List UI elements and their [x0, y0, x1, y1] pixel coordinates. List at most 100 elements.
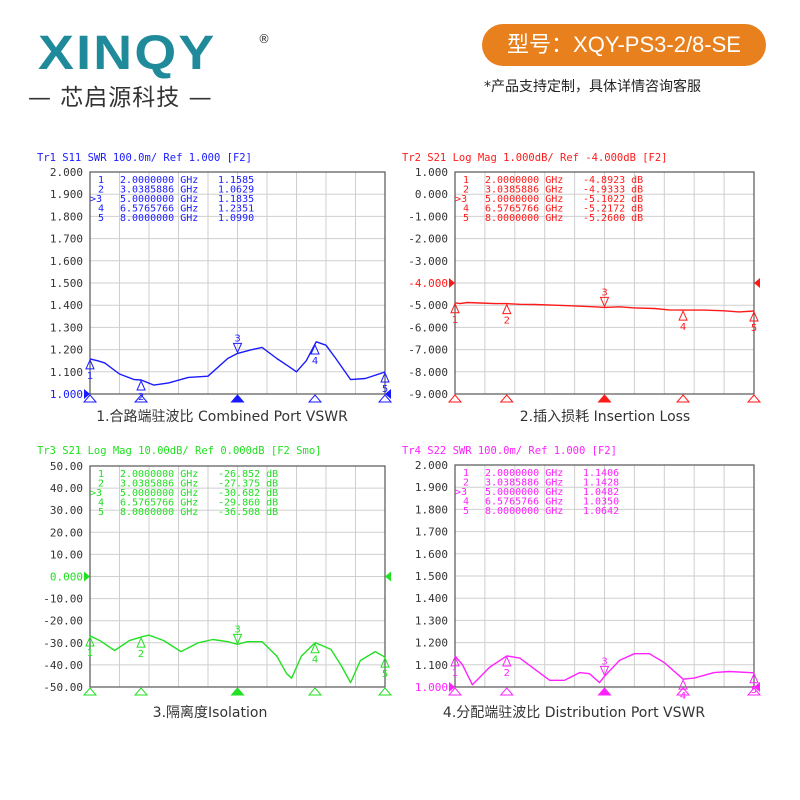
- trace-line: [454, 653, 755, 686]
- y-tick-label: 1.000: [415, 681, 448, 694]
- axis-marker-triangle-icon: [447, 687, 463, 696]
- y-tick-label: 1.000: [415, 166, 448, 179]
- marker-table-id: 2: [463, 185, 469, 196]
- axis-marker-triangle-icon: [499, 394, 514, 403]
- marker-table-frequency: 6.5765766 GHz: [485, 497, 563, 508]
- y-tick-label: 20.00: [50, 526, 83, 539]
- marker-label: 4: [680, 691, 686, 702]
- y-tick-label: 30.00: [50, 504, 83, 517]
- marker-table-id: 4: [463, 204, 469, 215]
- y-tick-label: 1.700: [50, 233, 83, 246]
- y-tick-label: 2.000: [415, 459, 448, 472]
- y-tick-label: -10.00: [43, 593, 83, 606]
- marker-table-id: 1: [463, 468, 469, 479]
- marker-label: 5: [751, 685, 757, 696]
- y-tick-label: 1.100: [50, 366, 83, 379]
- marker-table-value: -5.1022 dB: [583, 194, 643, 205]
- y-tick-label: 0.000: [50, 571, 83, 584]
- chart-title: Tr4 S22 SWR 100.0m/ Ref 1.000 [F2]: [402, 445, 617, 457]
- marker-table-frequency: 5.0000000 GHz: [485, 487, 563, 498]
- marker-table-id: 4: [463, 497, 469, 508]
- marker-table-frequency: 2.0000000 GHz: [485, 468, 563, 479]
- marker-table-value: -27.375 dB: [218, 479, 278, 490]
- marker-table-value: 1.0642: [583, 506, 619, 517]
- marker-table-id: >3: [455, 194, 467, 205]
- caption-chart-3: 3.隔离度Isolation: [152, 705, 268, 721]
- marker-triangle-icon: [678, 678, 688, 690]
- company-name: — 芯启源科技 —: [28, 85, 213, 111]
- marker-table-value: 1.0482: [583, 487, 619, 498]
- marker-table-id: >3: [90, 194, 102, 205]
- axis-marker-triangle-icon: [377, 394, 393, 403]
- axis-marker-triangle-icon: [230, 687, 245, 696]
- marker-table-value: -29.860 dB: [218, 498, 278, 509]
- axis-marker-triangle-icon: [82, 687, 98, 696]
- y-tick-label: 1.600: [50, 255, 83, 268]
- marker-label: 1: [452, 315, 458, 326]
- marker-active-triangle-icon: [599, 296, 610, 308]
- marker-table-value: 1.0990: [218, 213, 254, 224]
- marker-table-frequency: 2.0000000 GHz: [120, 469, 198, 480]
- marker-label: 2: [138, 392, 144, 403]
- marker-label: 5: [751, 323, 757, 334]
- y-tick-label: -5.000: [408, 299, 448, 312]
- marker-table-frequency: 2.0000000 GHz: [120, 175, 198, 186]
- marker-table-value: 1.1835: [218, 194, 254, 205]
- marker-table-value: 1.0629: [218, 185, 254, 196]
- marker-table-value: -5.2172 dB: [583, 204, 643, 215]
- chart-title: Tr3 S21 Log Mag 10.00dB/ Ref 0.000dB [F2…: [37, 445, 321, 457]
- marker-table-frequency: 2.0000000 GHz: [485, 175, 563, 186]
- y-tick-label: 1.200: [50, 344, 83, 357]
- reference-right-arrow-icon: [754, 682, 760, 692]
- marker-active-triangle-icon: [232, 342, 243, 354]
- marker-table-id: 5: [98, 213, 104, 224]
- marker-table-value: 1.1585: [218, 175, 254, 186]
- marker-table-value: -36.508 dB: [218, 507, 278, 518]
- marker-triangle-icon: [749, 672, 759, 684]
- axis-marker-triangle-icon: [675, 394, 691, 403]
- axis-marker-triangle-icon: [377, 687, 393, 696]
- plot-frame: [89, 171, 386, 395]
- marker-table-frequency: 8.0000000 GHz: [485, 506, 563, 517]
- marker-table-value: -4.9333 dB: [583, 185, 643, 196]
- y-tick-label: 1.500: [415, 570, 448, 583]
- reference-left-arrow-icon: [449, 278, 455, 288]
- marker-triangle-icon: [450, 655, 460, 667]
- y-tick-label: 1.600: [415, 548, 448, 561]
- caption-chart-1: 1.合路端驻波比 Combined Port VSWR: [96, 409, 348, 425]
- plot-frame: [454, 464, 755, 688]
- marker-label: 3: [601, 656, 607, 667]
- marker-triangle-icon: [85, 635, 95, 647]
- customization-note: *产品支持定制，具体详情咨询客服: [484, 79, 701, 95]
- marker-triangle-icon: [136, 379, 146, 391]
- y-tick-label: 1.900: [50, 188, 83, 201]
- marker-table-id: 5: [98, 507, 104, 518]
- axis-marker-triangle-icon: [307, 394, 323, 403]
- y-tick-label: -1.000: [408, 210, 448, 223]
- y-tick-label: 1.800: [50, 210, 83, 223]
- y-tick-label: 1.900: [415, 481, 448, 494]
- y-tick-label: 1.100: [415, 659, 448, 672]
- y-tick-label: 50.00: [50, 460, 83, 473]
- caption-chart-4: 4.分配端驻波比 Distribution Port VSWR: [442, 705, 706, 721]
- y-tick-label: 2.000: [50, 166, 83, 179]
- marker-triangle-icon: [501, 303, 512, 315]
- marker-active-triangle-icon: [232, 633, 243, 645]
- marker-triangle-icon: [136, 636, 146, 648]
- marker-table-frequency: 3.0385886 GHz: [120, 185, 198, 196]
- axis-marker-triangle-icon: [499, 687, 514, 696]
- marker-table-value: 1.0350: [583, 497, 619, 508]
- marker-table-frequency: 8.0000000 GHz: [485, 213, 563, 224]
- y-tick-label: -20.00: [43, 615, 83, 628]
- registered-mark: ®: [258, 32, 270, 46]
- y-tick-label: -4.000: [408, 277, 448, 290]
- y-tick-label: -6.000: [408, 321, 448, 334]
- axis-marker-triangle-icon: [307, 687, 323, 696]
- y-tick-label: 1.300: [50, 321, 83, 334]
- marker-label: 3: [234, 333, 240, 344]
- logo: XINQY: [38, 30, 217, 78]
- marker-table-id: 4: [98, 204, 104, 215]
- y-tick-label: 40.00: [50, 482, 83, 495]
- marker-table-frequency: 6.5765766 GHz: [120, 204, 198, 215]
- y-tick-label: 0.000: [415, 188, 448, 201]
